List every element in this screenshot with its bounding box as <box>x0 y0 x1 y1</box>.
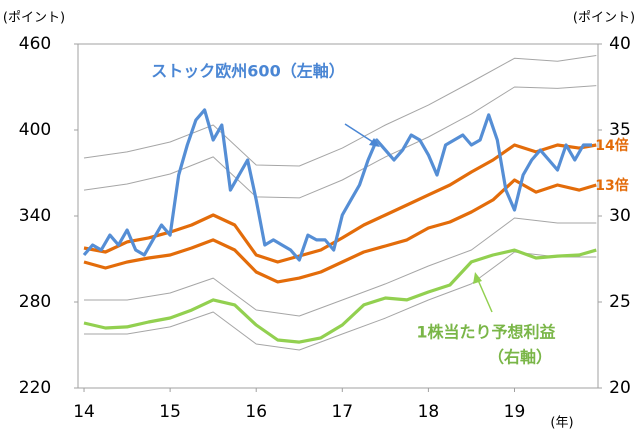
arrow <box>477 279 493 313</box>
series-line <box>84 251 597 351</box>
y-axis-label: (ポイント) <box>3 11 65 26</box>
y-tick-label: 280 <box>19 292 51 312</box>
series-label: 13倍 <box>595 177 628 194</box>
series-line <box>83 85 597 199</box>
y2-tick-label: 30 <box>609 206 631 226</box>
y2-tick-label: 20 <box>609 378 631 398</box>
series-line <box>83 248 597 344</box>
annotation: ストック欧州600（左軸） <box>151 62 344 81</box>
annotation: 1株当たり予想利益 <box>416 323 555 342</box>
series-line <box>83 55 597 167</box>
series-line <box>83 178 597 284</box>
y2-tick-label: 35 <box>609 120 631 140</box>
y2-tick-label: 40 <box>609 34 631 54</box>
arrow <box>344 123 377 145</box>
arrow-head <box>473 272 482 284</box>
y-tick-label: 400 <box>19 120 51 140</box>
x-tick-label: 15 <box>159 402 181 422</box>
x-tick-label: 19 <box>504 402 526 422</box>
y-tick-label: 340 <box>19 206 51 226</box>
lines <box>82 55 597 351</box>
annotation: （右軸） <box>488 348 552 367</box>
y-tick-label: 220 <box>19 378 51 398</box>
y-tick-label: 460 <box>19 34 51 54</box>
series-line <box>82 108 592 262</box>
x-tick-label: 16 <box>245 402 267 422</box>
arrow-head <box>369 138 380 147</box>
y2-tick-label: 25 <box>609 292 631 312</box>
x-axis-label: (年) <box>550 416 573 431</box>
series-label: 14倍 <box>595 137 628 154</box>
x-tick-label: 17 <box>331 402 353 422</box>
series-line <box>84 217 597 317</box>
series-line <box>83 143 597 264</box>
x-tick-label: 14 <box>73 402 95 422</box>
x-tick-label: 18 <box>418 402 440 422</box>
y2-axis-label: (ポイント) <box>573 11 635 26</box>
